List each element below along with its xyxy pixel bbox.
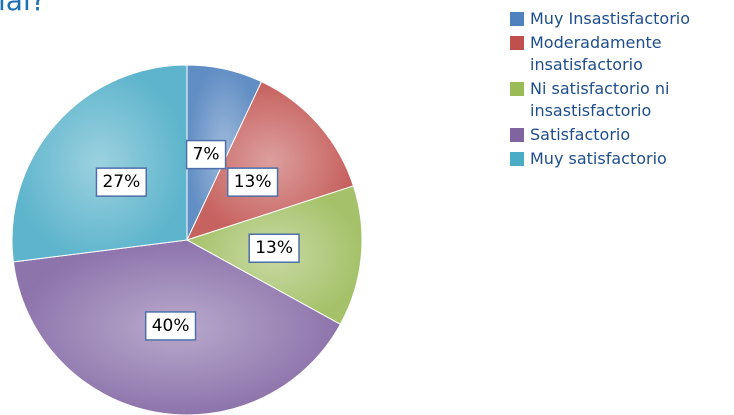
legend-swatch [510,36,524,50]
legend-label: Moderadamente insatisfactorio [530,33,662,74]
legend-swatch [510,152,524,166]
legend-label: Muy satisfactorio [530,149,667,168]
value-label: 27% [102,172,140,192]
value-label-box: 27% [95,167,148,197]
chart-title: ial? [0,0,46,17]
legend: Muy Insastisfactorio Moderadamente insati… [510,8,710,170]
legend-item: Ni satisfactorio ni insastisfactorio [510,78,710,122]
legend-swatch [510,82,524,96]
legend-item: Moderadamente insatisfactorio [510,32,710,76]
pie-slice [11,64,188,263]
value-label-box: 7% [185,139,227,170]
legend-swatch [510,128,524,142]
value-label: 13% [255,238,293,258]
label-box [144,311,197,341]
value-label-box: 13% [248,233,300,263]
legend-label: Satisfactorio [530,125,631,144]
legend-label: Muy Insastisfactorio [530,9,690,28]
label-box [226,167,279,197]
legend-label: Ni satisfactorio ni insastisfactorio [530,79,670,120]
value-label: 13% [234,172,272,192]
legend-item: Muy Insastisfactorio [510,8,710,30]
label-box [95,167,148,197]
legend-item: Satisfactorio [510,124,710,146]
value-label-box: 13% [226,167,279,197]
value-label: 7% [193,145,220,165]
value-label-box: 40% [144,311,197,341]
legend-swatch [510,12,524,26]
legend-item: Muy satisfactorio [510,148,710,170]
value-label: 40% [152,316,190,336]
label-box [185,139,227,170]
label-box [248,233,300,263]
chart: 7% 13% 13% 40% 27% [11,64,363,415]
